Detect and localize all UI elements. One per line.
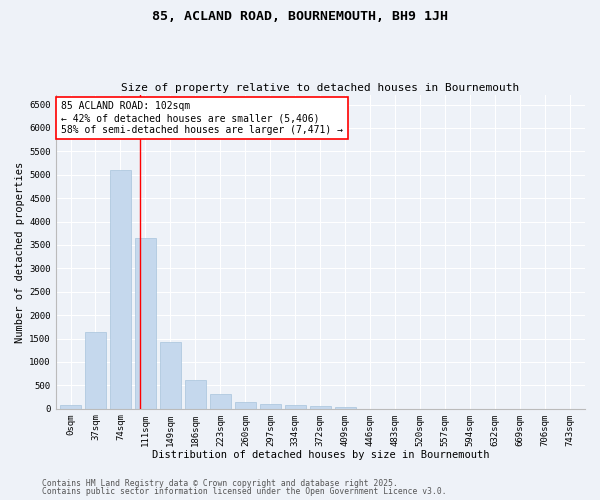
Bar: [110, 170, 131, 408]
Title: Size of property relative to detached houses in Bournemouth: Size of property relative to detached ho…: [121, 83, 520, 93]
Bar: [335, 407, 356, 408]
Bar: [310, 406, 331, 408]
Y-axis label: Number of detached properties: Number of detached properties: [15, 162, 25, 342]
Bar: [185, 380, 206, 408]
Text: Contains public sector information licensed under the Open Government Licence v3: Contains public sector information licen…: [42, 487, 446, 496]
Bar: [160, 342, 181, 408]
Bar: [260, 404, 281, 408]
Bar: [235, 402, 256, 408]
X-axis label: Distribution of detached houses by size in Bournemouth: Distribution of detached houses by size …: [152, 450, 489, 460]
Bar: [284, 406, 306, 408]
Bar: [60, 405, 81, 408]
Text: 85, ACLAND ROAD, BOURNEMOUTH, BH9 1JH: 85, ACLAND ROAD, BOURNEMOUTH, BH9 1JH: [152, 10, 448, 23]
Bar: [210, 394, 231, 408]
Bar: [135, 238, 156, 408]
Text: 85 ACLAND ROAD: 102sqm
← 42% of detached houses are smaller (5,406)
58% of semi-: 85 ACLAND ROAD: 102sqm ← 42% of detached…: [61, 102, 343, 134]
Text: Contains HM Land Registry data © Crown copyright and database right 2025.: Contains HM Land Registry data © Crown c…: [42, 478, 398, 488]
Bar: [85, 332, 106, 408]
